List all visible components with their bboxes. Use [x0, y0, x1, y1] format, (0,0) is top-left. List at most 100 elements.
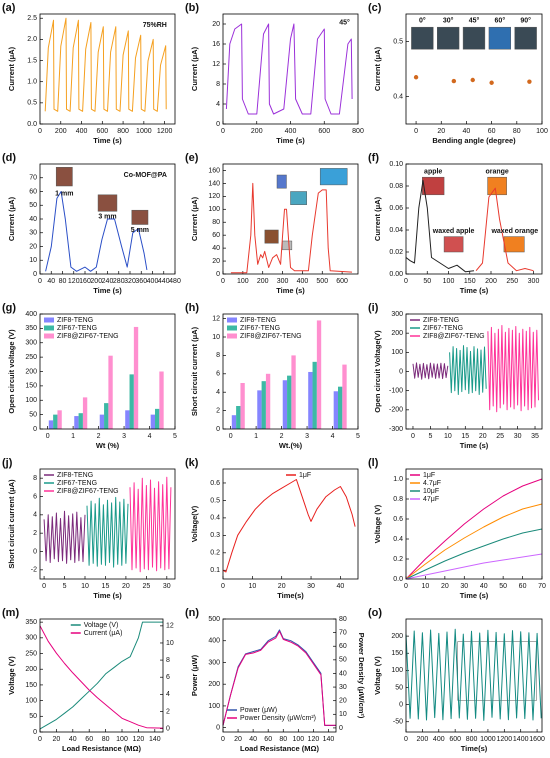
x-tick-label: 1000	[136, 128, 152, 135]
y-tick-label: 2.0	[27, 36, 37, 43]
x-tick-label: 60	[264, 736, 272, 743]
y-tick-label: 12	[212, 315, 220, 322]
point	[451, 78, 457, 84]
plot-frame	[222, 468, 359, 580]
series-line	[222, 479, 356, 573]
annotation: 75%RH	[143, 22, 167, 29]
y-tick-label: 100	[25, 397, 37, 404]
y-tick-label: 200	[25, 368, 37, 375]
plot-frame	[39, 163, 176, 275]
x-tick-label: 120	[68, 278, 80, 285]
x-tick-label: 40	[249, 736, 257, 743]
inset	[503, 236, 525, 253]
x-tick-label: 0	[404, 583, 408, 590]
x-tick-label: 5	[173, 433, 177, 440]
x-tick-label: 0	[229, 433, 233, 440]
point	[470, 77, 475, 83]
bar	[78, 413, 83, 429]
x-tick-label: 40	[336, 583, 344, 590]
series-line	[39, 621, 163, 730]
x-tick-label: 1000	[480, 736, 496, 743]
y2-tick-label: 50	[339, 657, 347, 664]
y-tick-label: 1.5	[27, 57, 37, 64]
inset	[487, 176, 507, 196]
y-tick-label: 0.4	[393, 93, 403, 100]
inset	[514, 26, 537, 50]
y2-tick-label: 4	[166, 691, 170, 698]
y-tick-label: 2.5	[27, 15, 37, 22]
y-tick-label: 12	[212, 61, 220, 68]
y-tick-label: 500	[208, 616, 220, 623]
x-tick-label: 1600	[529, 736, 545, 743]
x-tick-label: 0	[221, 583, 225, 590]
y-tick-label: 0.4	[393, 536, 403, 543]
y-tick-label: 4	[216, 101, 220, 108]
x-tick-label: 200	[485, 278, 497, 285]
y-axis-label: Current (μA)	[373, 46, 382, 91]
y-axis-label: Short circuit current (μA)	[7, 479, 16, 569]
legend-label: ZIF8@ZIF67-TENG	[57, 333, 119, 340]
y-tick-label: 250	[25, 650, 37, 657]
x-axis-label: Wt (%)	[96, 441, 120, 450]
legend-label: ZIF67-TENG	[57, 480, 97, 487]
series-line	[449, 345, 487, 395]
y-tick-label: 0.6	[210, 480, 220, 487]
y-tick-label: 50	[395, 684, 403, 691]
x-axis-label: Load Resistance (MΩ)	[62, 744, 141, 753]
x-tick-label: 800	[117, 128, 129, 135]
bar	[316, 320, 322, 429]
x-tick-label: 20	[441, 583, 449, 590]
y-tick-label: 0	[399, 368, 403, 375]
x-tick-label: 600	[96, 128, 108, 135]
inset	[290, 191, 307, 205]
y-tick-label: 20	[212, 258, 220, 265]
series-line	[39, 625, 164, 729]
bar	[312, 361, 317, 429]
y-tick-label: 0.10	[389, 161, 403, 168]
plot-frame	[405, 313, 543, 430]
x-tick-label: 0	[38, 736, 42, 743]
series-line	[225, 23, 353, 115]
y-tick-label: 0.8	[393, 496, 403, 503]
legend-swatch	[44, 325, 54, 331]
x-tick-label: 600	[318, 128, 330, 135]
y2-tick-label: 12	[166, 623, 174, 630]
y-tick-label: 120	[208, 193, 220, 200]
y-tick-label: 0	[33, 271, 37, 278]
x-axis-label: Time (s)	[460, 591, 489, 600]
x-tick-label: 0	[42, 583, 46, 590]
x-axis-label: Time (s)	[276, 136, 305, 145]
bar	[261, 381, 266, 429]
series-line	[412, 362, 449, 380]
bar	[257, 390, 262, 429]
y-tick-label: 0.2	[210, 550, 220, 557]
plot-frame	[222, 618, 337, 733]
bar	[48, 420, 54, 429]
x-tick-label: 40	[480, 583, 488, 590]
panel-label: (f)	[368, 152, 379, 164]
y-tick-label: 100	[208, 206, 220, 213]
annotation: 60°	[495, 16, 506, 24]
y2-tick-label: 60	[339, 643, 347, 650]
x-axis-label: Time (s)	[93, 286, 122, 295]
series-line	[487, 325, 539, 413]
y-tick-label: 0.00	[389, 271, 403, 278]
legend-label: ZIF8@ZIF67-TENG	[240, 333, 302, 340]
y-axis-label: Short circuit current (μA)	[190, 326, 199, 416]
panel-label: (d)	[2, 152, 16, 164]
y-tick-label: 200	[208, 681, 220, 688]
x-tick-label: 4	[148, 433, 152, 440]
y-tick-label: -100	[389, 388, 403, 395]
plot-frame	[405, 163, 543, 275]
annotation: waxed orange	[490, 228, 538, 235]
x-tick-label: 40	[47, 278, 55, 285]
x-tick-label: 50	[499, 583, 507, 590]
x-tick-label: 1	[71, 433, 75, 440]
x-tick-label: 40	[69, 736, 77, 743]
x-tick-label: 30	[460, 583, 468, 590]
x-tick-label: 400	[433, 736, 445, 743]
x-tick-label: 0	[38, 278, 42, 285]
x-tick-label: 240	[102, 278, 114, 285]
legend-swatch	[227, 325, 237, 331]
inset	[131, 209, 149, 225]
